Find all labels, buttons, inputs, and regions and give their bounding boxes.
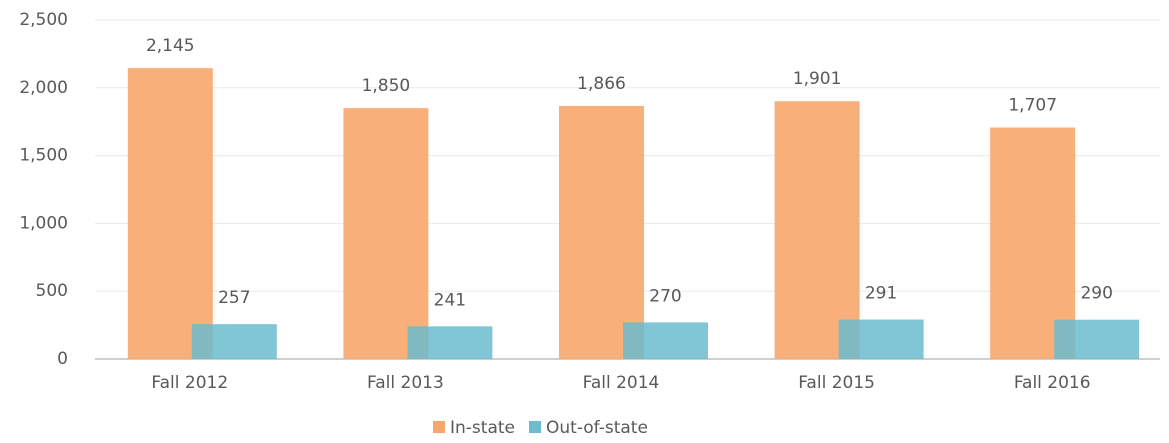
x-tick-label: Fall 2013: [367, 373, 444, 393]
y-tick-label: 500: [36, 281, 68, 301]
data-label: 291: [865, 284, 897, 304]
data-label: 270: [649, 286, 681, 306]
y-tick-label: 1,500: [19, 146, 68, 166]
bar: [191, 324, 277, 359]
y-tick-label: 2,500: [19, 10, 68, 30]
y-tick-label: 0: [57, 349, 68, 369]
y-tick-label: 2,000: [19, 78, 68, 98]
x-tick-label: Fall 2012: [151, 373, 228, 393]
data-label: 1,707: [1008, 96, 1057, 116]
bar: [127, 68, 213, 359]
legend-swatch: [433, 421, 445, 433]
bar: [343, 108, 429, 359]
bar: [623, 322, 708, 359]
legend-swatch: [529, 421, 541, 433]
bar: [559, 105, 644, 359]
x-tick-label: Fall 2014: [583, 373, 660, 393]
legend-label: In-state: [450, 418, 515, 438]
data-label: 241: [434, 290, 466, 310]
data-label: 1,901: [793, 69, 842, 89]
data-label: 290: [1080, 284, 1112, 304]
legend-label: Out-of-state: [546, 418, 648, 438]
data-label: 2,145: [146, 36, 195, 56]
bar: [407, 326, 493, 359]
data-label: 1,850: [362, 76, 411, 96]
y-tick-label: 1,000: [19, 213, 68, 233]
bar: [774, 101, 860, 360]
bar: [1054, 319, 1140, 359]
bar: [838, 319, 924, 359]
data-label: 257: [218, 288, 250, 308]
x-tick-label: Fall 2016: [1014, 373, 1091, 393]
data-label: 1,866: [577, 74, 626, 94]
x-tick-label: Fall 2015: [798, 373, 875, 393]
